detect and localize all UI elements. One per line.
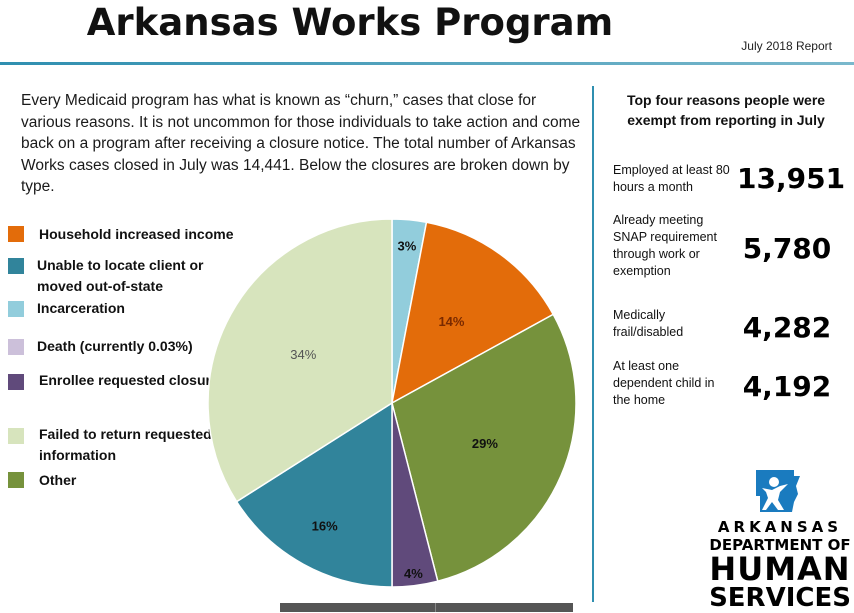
pie-data-label: 14% bbox=[438, 314, 464, 329]
exemption-value: 4,192 bbox=[742, 370, 832, 403]
legend-label: Death (currently 0.03%) bbox=[37, 338, 193, 354]
pie-slice-failed-to-return-requested-information bbox=[207, 218, 393, 503]
header-rule bbox=[0, 62, 854, 65]
pie-slice-unable-to-locate-client-or-moved-out-of-state bbox=[235, 401, 393, 588]
exemption-value: 13,951 bbox=[737, 162, 846, 195]
exemption-label: At least one dependent child in the home bbox=[613, 359, 715, 407]
intro-paragraph: Every Medicaid program has what is known… bbox=[21, 92, 581, 195]
vertical-divider bbox=[592, 86, 594, 602]
logo-line-arkansas: ARKANSAS bbox=[717, 518, 843, 536]
pie-data-label: 34% bbox=[290, 347, 316, 362]
legend-swatch bbox=[8, 428, 24, 444]
legend-label: Unable to locate client or moved out-of-… bbox=[37, 257, 204, 294]
exemptions-heading: Top four reasons people were exempt from… bbox=[626, 92, 826, 128]
dhs-logo: ARKANSAS DEPARTMENT OF HUMAN SERVICES bbox=[700, 466, 854, 612]
pie-data-label: 16% bbox=[312, 519, 338, 534]
logo-line-services: SERVICES bbox=[709, 583, 851, 613]
legend-swatch bbox=[8, 472, 24, 488]
legend-label: Failed to return requested information bbox=[39, 426, 212, 463]
logo-line-human: HUMAN bbox=[709, 550, 851, 588]
pie-slice-incarceration bbox=[391, 218, 428, 404]
legend-swatch bbox=[8, 339, 24, 355]
pie-data-label: 29% bbox=[472, 436, 498, 451]
legend-swatch bbox=[8, 226, 24, 242]
legend-label: Household increased income bbox=[39, 226, 234, 242]
exemption-label: Already meeting SNAP requirement through… bbox=[613, 213, 717, 278]
page-title: Arkansas Works Program bbox=[86, 1, 614, 44]
exemption-label: Medically frail/disabled bbox=[613, 308, 684, 339]
pie-slice-enrollee-requested-closure bbox=[391, 402, 439, 588]
bottom-scroll-bar bbox=[280, 603, 573, 612]
pie-slice-household-increased-income bbox=[390, 221, 555, 405]
pie-slice-other bbox=[391, 313, 577, 583]
legend-swatch bbox=[8, 301, 24, 317]
legend-swatch bbox=[8, 374, 24, 390]
legend-label: Incarceration bbox=[37, 300, 125, 316]
legend-label: Other bbox=[39, 472, 77, 488]
arkansas-state-person-icon bbox=[756, 470, 800, 512]
legend-label: Enrollee requested closure bbox=[39, 372, 219, 388]
legend-swatch bbox=[8, 258, 24, 274]
exemption-value: 5,780 bbox=[742, 232, 832, 265]
report-date: July 2018 Report bbox=[741, 39, 832, 53]
exemption-value: 4,282 bbox=[742, 311, 832, 344]
pie-data-label: 4% bbox=[404, 566, 423, 581]
pie-data-label: 3% bbox=[397, 238, 416, 253]
exemption-label: Employed at least 80 hours a month bbox=[613, 163, 730, 194]
logo-line-department: DEPARTMENT OF bbox=[709, 536, 851, 554]
